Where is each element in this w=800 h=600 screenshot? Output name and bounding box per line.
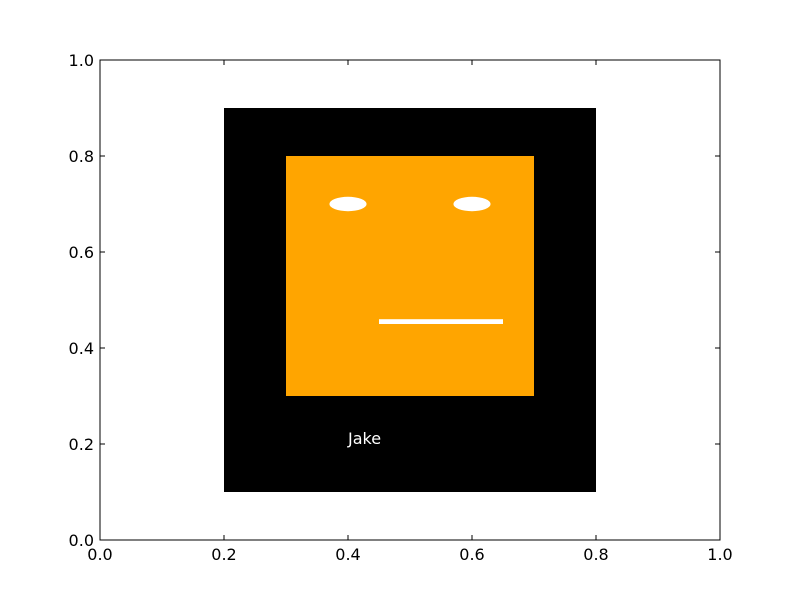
y-tick-label: 0.8 — [69, 147, 94, 166]
mouth-rect — [379, 319, 503, 324]
annotation-jake: Jake — [347, 429, 381, 448]
y-tick-label: 0.2 — [69, 435, 94, 454]
y-tick-label: 0.0 — [69, 531, 94, 550]
y-tick-label: 1.0 — [69, 51, 94, 70]
plot-area: Jake — [224, 108, 596, 492]
x-tick-label: 0.0 — [87, 545, 112, 564]
x-tick-label: 0.8 — [583, 545, 608, 564]
x-tick-label: 0.6 — [459, 545, 484, 564]
axes-frame — [99, 59, 721, 541]
right-eye — [453, 196, 491, 212]
y-tick-label: 0.4 — [69, 339, 94, 358]
x-tick-label: 0.4 — [335, 545, 360, 564]
axes: 0.0 0.2 0.4 0.6 0.8 1.0 0.0 0.2 0.4 0.6 0.8 1.0 — [69, 51, 733, 564]
x-tick-label: 0.2 — [211, 545, 236, 564]
x-tick-label: 1.0 — [707, 545, 732, 564]
y-tick-label: 0.6 — [69, 243, 94, 262]
face-rect — [286, 156, 534, 396]
left-eye — [329, 196, 367, 212]
